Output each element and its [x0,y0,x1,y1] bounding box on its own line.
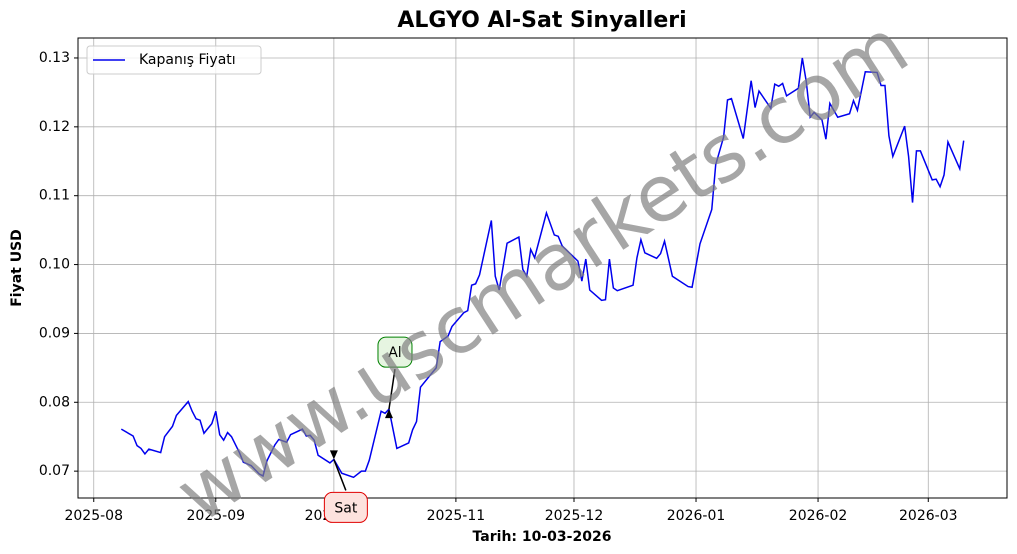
x-axis-label: Tarih: 10-03-2026 [473,529,612,545]
x-tick-label: 2025-08 [64,508,123,524]
y-axis-label: Fiyat USD [9,229,25,307]
x-tick-label: 2025-11 [427,508,486,524]
x-tick-label: 2026-01 [667,508,726,524]
legend: Kapanış Fiyatı [86,45,262,75]
y-tick-label: 0.10 [39,257,70,273]
x-tick-label: 2025-12 [545,508,604,524]
x-tick-label: 2026-03 [899,508,958,524]
plot-frame [77,37,1008,499]
annotation-box [377,336,413,368]
price-line [120,57,965,479]
y-tick-label: 0.11 [39,188,70,204]
arrow-head [329,450,338,460]
legend-label: Kapanış Fiyatı [139,52,236,68]
x-tick-label: 2026-02 [789,508,848,524]
legend-box [86,45,262,75]
arrow-head [384,409,393,419]
y-tick-label: 0.13 [39,50,70,66]
annotation-label: Sat [334,500,357,516]
x-tick-label: 2025-09 [187,508,246,524]
annotation-arrow [388,369,396,410]
y-tick-label: 0.12 [39,119,70,135]
annotation-label: Al [388,345,401,361]
y-tick-label: 0.07 [39,463,70,479]
y-tick-label: 0.09 [39,325,70,341]
y-tick-label: 0.08 [39,394,70,410]
chart-title: ALGYO Al-Sat Sinyalleri [397,8,686,33]
annotation-arrow [333,459,347,491]
annotation-box [323,491,368,523]
